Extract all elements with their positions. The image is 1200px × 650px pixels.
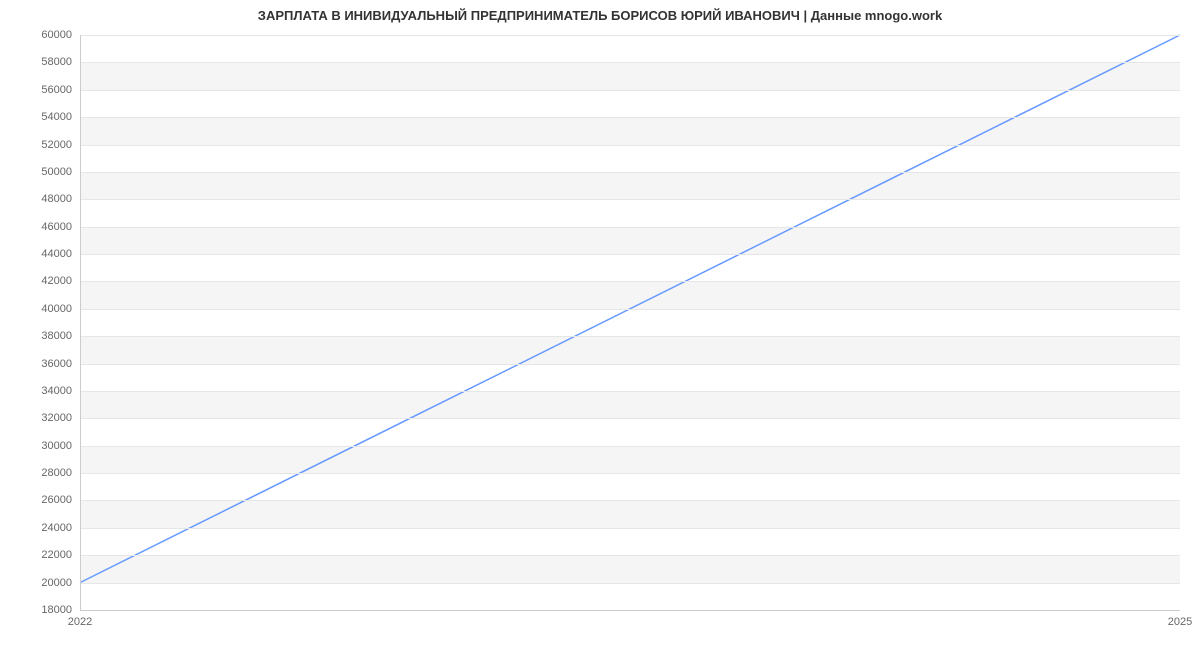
y-tick-label: 32000	[41, 412, 80, 424]
y-tick-label: 28000	[41, 467, 80, 479]
y-tick-label: 46000	[41, 221, 80, 233]
gridline	[80, 500, 1180, 501]
gridline	[80, 62, 1180, 63]
y-axis-line	[80, 35, 81, 610]
y-tick-label: 56000	[41, 84, 80, 96]
gridline	[80, 418, 1180, 419]
y-tick-label: 58000	[41, 56, 80, 68]
y-tick-label: 22000	[41, 549, 80, 561]
y-tick-label: 34000	[41, 385, 80, 397]
x-axis-line	[80, 610, 1180, 611]
y-tick-label: 40000	[41, 303, 80, 315]
gridline	[80, 555, 1180, 556]
y-tick-label: 50000	[41, 166, 80, 178]
y-tick-label: 26000	[41, 494, 80, 506]
gridline	[80, 145, 1180, 146]
y-tick-label: 30000	[41, 440, 80, 452]
y-tick-label: 42000	[41, 275, 80, 287]
y-tick-label: 60000	[41, 29, 80, 41]
gridline	[80, 364, 1180, 365]
plot-area: 1800020000220002400026000280003000032000…	[80, 35, 1180, 610]
gridline	[80, 172, 1180, 173]
x-tick-label: 2025	[1168, 610, 1192, 628]
chart-container: ЗАРПЛАТА В ИНИВИДУАЛЬНЫЙ ПРЕДПРИНИМАТЕЛЬ…	[0, 0, 1200, 650]
gridline	[80, 254, 1180, 255]
gridline	[80, 473, 1180, 474]
y-tick-label: 54000	[41, 111, 80, 123]
y-tick-label: 24000	[41, 522, 80, 534]
gridline	[80, 90, 1180, 91]
chart-title: ЗАРПЛАТА В ИНИВИДУАЛЬНЫЙ ПРЕДПРИНИМАТЕЛЬ…	[0, 8, 1200, 23]
y-tick-label: 38000	[41, 330, 80, 342]
gridline	[80, 336, 1180, 337]
gridline	[80, 391, 1180, 392]
gridline	[80, 227, 1180, 228]
x-tick-label: 2022	[68, 610, 92, 628]
y-tick-label: 52000	[41, 139, 80, 151]
gridline	[80, 199, 1180, 200]
gridline	[80, 583, 1180, 584]
gridline	[80, 117, 1180, 118]
y-tick-label: 20000	[41, 577, 80, 589]
gridline	[80, 528, 1180, 529]
gridline	[80, 309, 1180, 310]
gridline	[80, 281, 1180, 282]
gridline	[80, 446, 1180, 447]
y-tick-label: 36000	[41, 358, 80, 370]
line-layer	[80, 35, 1180, 610]
y-tick-label: 44000	[41, 248, 80, 260]
gridline	[80, 35, 1180, 36]
y-tick-label: 48000	[41, 193, 80, 205]
